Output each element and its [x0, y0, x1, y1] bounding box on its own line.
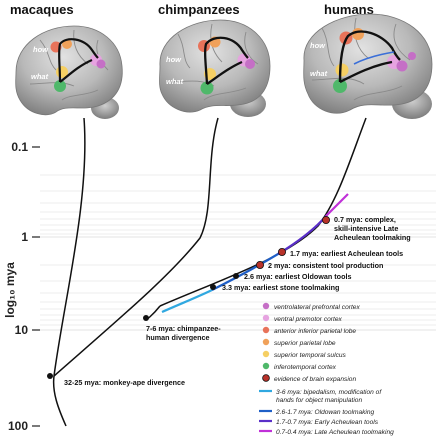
- axis: log₁₀ mya 0.1 1 10 100: [3, 140, 40, 433]
- legend-label: 1.7-0.7 mya: Early Acheulean tools: [276, 419, 379, 426]
- tick-label-1: 1: [21, 230, 28, 244]
- tick-label-100: 100: [8, 419, 28, 433]
- macaque-what-stream: [59, 58, 93, 83]
- title-chimpanzees: chimpanzees: [158, 2, 240, 17]
- legend-label: inferotemporal cortex: [274, 364, 337, 371]
- chimpanzee-region-vlpfc: [245, 59, 255, 69]
- annotation-monkey-ape: 32-25 mya: monkey-ape divergence: [64, 378, 185, 387]
- human-how-label: how: [310, 41, 326, 50]
- chimpanzee-what-label: what: [166, 77, 184, 86]
- dot-stone-toolmaking: [210, 284, 216, 290]
- macaque-brain: how what: [15, 25, 123, 119]
- line-late-acheulean: [325, 193, 349, 217]
- human-brain: how what: [303, 13, 433, 119]
- legend-label: 3-6 mya: bipedalism, modification of: [276, 389, 382, 396]
- annotation-chimp-human-1: 7-6 mya: chimpanzee-: [146, 324, 221, 333]
- title-humans: humans: [324, 2, 374, 17]
- dot-chimp-human-divergence: [143, 315, 149, 321]
- human-region-it: [333, 79, 347, 93]
- chimpanzee-region-it: [200, 81, 214, 95]
- annotation-chimp-human-2: human divergence: [146, 333, 210, 342]
- legend-label: superior parietal lobe: [274, 340, 336, 347]
- legend-swatch: [262, 314, 270, 322]
- chimpanzee-what-stream: [206, 60, 243, 85]
- human-how-stream: [338, 30, 401, 83]
- legend-line-1: 2.6-1.7 mya: Oldowan toolmaking: [259, 409, 375, 416]
- human-region-spl: [352, 28, 364, 40]
- chimp-lineage: [53, 117, 219, 377]
- legend-region-2: anterior inferior parietal lobe: [262, 326, 356, 335]
- annotation-late-2: skill-intensive Late: [334, 224, 398, 233]
- legend-swatch: [262, 302, 270, 310]
- annotation-late-1: 0.7 mya: complex,: [334, 215, 396, 224]
- legend-label: evidence of brain expansion: [274, 376, 356, 383]
- human-what-stream: [339, 60, 393, 84]
- legend-label: superior temporal sulcus: [274, 352, 347, 359]
- legend-label: anterior inferior parietal lobe: [274, 328, 356, 335]
- legend-label: ventrolateral prefrontal cortex: [274, 304, 360, 311]
- legend: ventrolateral prefrontal cortex ventral …: [259, 302, 394, 436]
- legend-line-0: 3-6 mya: bipedalism, modification of han…: [259, 389, 382, 404]
- legend-line-3: 0.7-0.4 mya: Late Acheulean toolmaking: [259, 429, 394, 436]
- dot-monkey-ape-divergence: [47, 373, 53, 379]
- chimpanzee-how-label: how: [166, 55, 182, 64]
- human-what-label: what: [310, 69, 328, 78]
- line-bipedalism: [161, 289, 213, 314]
- legend-swatch: [262, 326, 270, 334]
- annotation-stone: 3.3 mya: earliest stone toolmaking: [222, 283, 339, 292]
- human-blue-stream: [353, 51, 395, 65]
- legend-label-cont: hands for object manipulation: [276, 397, 362, 404]
- y-axis-label: log₁₀ mya: [3, 262, 17, 318]
- human-sulci: [311, 17, 411, 101]
- annotation-acheulean: 1.7 mya: earliest Acheulean tools: [290, 249, 403, 258]
- legend-label: 2.6-1.7 mya: Oldowan toolmaking: [275, 409, 375, 416]
- chimpanzee-brain: how what: [159, 19, 271, 117]
- line-oldowan: [211, 253, 279, 291]
- legend-label: ventral premotor cortex: [274, 316, 342, 323]
- legend-swatch: [262, 350, 270, 358]
- legend-region-6: evidence of brain expansion: [262, 374, 356, 383]
- legend-region-5: inferotemporal cortex: [262, 362, 337, 371]
- title-macaques: macaques: [10, 2, 74, 17]
- annotation-oldowan: 2.6 mya: earliest Oldowan tools: [244, 272, 351, 281]
- macaque-region-vlpfc: [96, 59, 106, 69]
- gridlines: [40, 174, 436, 331]
- human-region-vlpfc: [396, 60, 408, 72]
- legend-region-3: superior parietal lobe: [262, 338, 336, 347]
- macaque-how-label: how: [33, 45, 49, 54]
- macaque-cortex: [15, 25, 123, 116]
- legend-swatch: [262, 374, 270, 382]
- dot-consistent-tool-production: [255, 260, 264, 269]
- dot-acheulean: [277, 247, 286, 256]
- macaque-what-label: what: [31, 72, 49, 81]
- chimpanzee-how-stream: [204, 36, 249, 85]
- annotation-late-3: Acheulean toolmaking: [334, 233, 411, 242]
- macaque-region-it: [54, 80, 66, 92]
- human-region-vlpfc-2: [408, 52, 416, 60]
- legend-swatch: [262, 338, 270, 346]
- legend-region-0: ventrolateral prefrontal cortex: [262, 302, 360, 311]
- dot-late-acheulean: [321, 215, 330, 224]
- macaque-lineage: [53, 117, 86, 377]
- root-lineage: [52, 375, 67, 427]
- legend-region-1: ventral premotor cortex: [262, 314, 342, 323]
- tick-label-10: 10: [15, 323, 29, 337]
- annotation-consistent: 2 mya: consistent tool production: [268, 261, 383, 270]
- legend-swatch: [262, 362, 270, 370]
- legend-line-2: 1.7-0.7 mya: Early Acheulean tools: [259, 419, 379, 426]
- legend-region-4: superior temporal sulcus: [262, 350, 347, 359]
- dot-oldowan: [233, 273, 239, 279]
- human-region-sts: [335, 63, 349, 77]
- tick-label-0-1: 0.1: [11, 140, 28, 154]
- legend-label: 0.7-0.4 mya: Late Acheulean toolmaking: [276, 429, 394, 436]
- macaque-how-stream: [58, 38, 99, 83]
